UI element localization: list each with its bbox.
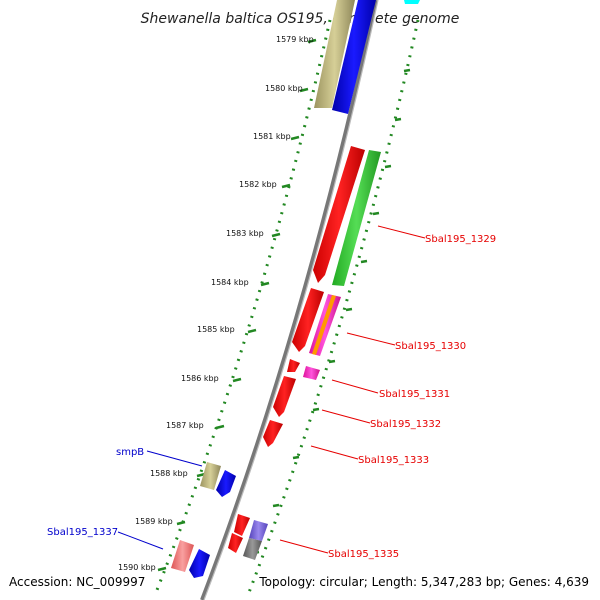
gene-label-sbal1337[interactable]: Sbal195_1337 — [47, 527, 118, 538]
gene-red-1335a[interactable] — [234, 514, 250, 536]
gene-label-sbal1329[interactable]: Sbal195_1329 — [425, 234, 496, 245]
tick-marks — [157, 38, 317, 572]
tick-mark — [360, 259, 368, 264]
genome-backbone-highlight — [203, 0, 379, 600]
callout-line — [117, 531, 164, 550]
callout-line — [279, 539, 329, 554]
callout-line — [310, 445, 359, 460]
gene-red-1584[interactable] — [292, 288, 324, 352]
gene-green-1329[interactable] — [332, 150, 381, 286]
tick-mark — [260, 281, 270, 287]
callout-line — [346, 332, 396, 346]
tick-mark — [271, 232, 281, 238]
tick-label: 1587 kbp — [166, 421, 204, 430]
tick-mark — [299, 87, 309, 93]
tick-labels: 1579 kbp 1580 kbp 1581 kbp 1582 kbp 1583… — [118, 35, 314, 572]
callout-line — [331, 379, 379, 394]
tick-mark — [345, 307, 353, 312]
accession-text: Accession: NC_009997 — [9, 575, 145, 589]
gene-cyan-top[interactable] — [404, 0, 420, 4]
tick-label: 1579 kbp — [276, 35, 314, 44]
topology-text: Topology: circular; Length: 5,347,283 bp… — [258, 575, 589, 589]
tick-label: 1584 kbp — [211, 278, 249, 287]
tick-mark — [307, 38, 317, 44]
gene-red-1331[interactable] — [287, 359, 300, 372]
gene-label-sbal1331[interactable]: Sbal195_1331 — [379, 389, 450, 400]
gene-blue-1580[interactable] — [332, 0, 376, 114]
gene-red-1335b[interactable] — [228, 533, 243, 553]
gene-label-smpB[interactable]: smpB — [116, 447, 144, 458]
tick-mark — [272, 503, 280, 508]
gene-label-sbal1330[interactable]: Sbal195_1330 — [395, 341, 466, 352]
tick-label: 1580 kbp — [265, 84, 303, 93]
tick-mark — [312, 407, 320, 412]
tick-mark — [157, 566, 167, 572]
gene-pink-1337[interactable] — [171, 540, 194, 572]
page-title: Shewanella baltica OS195, complete genom… — [141, 11, 460, 27]
tick-label: 1582 kbp — [239, 180, 277, 189]
tick-mark — [247, 328, 257, 334]
tick-label: 1585 kbp — [197, 325, 235, 334]
gene-gray-1335[interactable] — [243, 538, 262, 560]
tick-label: 1583 kbp — [226, 229, 264, 238]
gene-olive-1579[interactable] — [314, 0, 355, 108]
tick-mark — [292, 455, 300, 460]
tick-mark — [176, 520, 186, 526]
gene-label-sbal1332[interactable]: Sbal195_1332 — [370, 419, 441, 430]
tick-label: 1590 kbp — [118, 563, 156, 572]
gene-red-1333[interactable] — [263, 420, 283, 447]
callout-line — [146, 450, 203, 467]
tick-mark — [232, 377, 242, 383]
tick-mark — [290, 135, 300, 141]
gene-red-1582[interactable] — [313, 146, 365, 283]
left-dotted-track — [153, 19, 332, 596]
gene-label-sbal1335[interactable]: Sbal195_1335 — [328, 549, 399, 560]
tick-mark — [403, 68, 411, 73]
callout-lines — [117, 225, 426, 554]
tick-mark — [394, 117, 402, 122]
gene-orange-stripe — [312, 295, 336, 355]
callout-line — [377, 225, 426, 239]
tick-label: 1581 kbp — [253, 132, 291, 141]
tick-mark — [281, 183, 291, 189]
gene-magenta-1331[interactable] — [303, 366, 320, 380]
gene-blue-smpB[interactable] — [216, 470, 236, 497]
callout-line — [321, 409, 371, 424]
tick-label: 1586 kbp — [181, 374, 219, 383]
tick-mark — [384, 164, 392, 169]
gene-blue-1337[interactable] — [189, 549, 210, 578]
gene-purple-1335[interactable] — [249, 520, 268, 541]
genome-backbone — [200, 0, 378, 600]
gene-olive-smpB[interactable] — [200, 462, 221, 490]
tick-label: 1589 kbp — [135, 517, 173, 526]
gene-label-sbal1333[interactable]: Sbal195_1333 — [358, 455, 429, 466]
tick-mark — [328, 359, 336, 364]
tick-mark — [372, 211, 380, 216]
tick-label: 1588 kbp — [150, 469, 188, 478]
gene-red-1332[interactable] — [273, 376, 296, 417]
tick-mark — [215, 424, 225, 430]
